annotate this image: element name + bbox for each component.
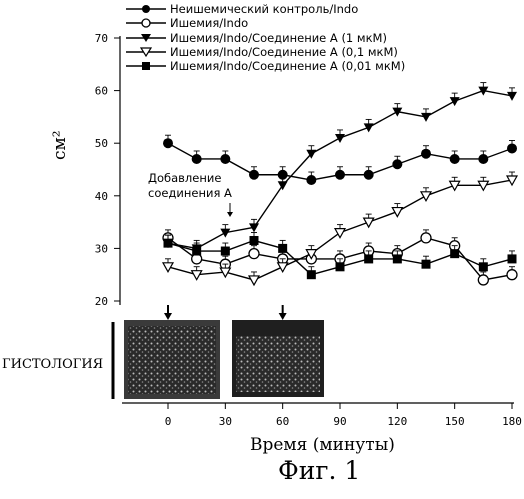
data-point (507, 270, 517, 280)
data-point (278, 244, 287, 253)
data-point (306, 175, 316, 185)
data-point (249, 170, 259, 180)
legend-label: Неишемический контроль/Indo (170, 2, 358, 16)
x-tick-label: 30 (219, 415, 232, 428)
data-point (278, 181, 288, 190)
histology-arrow-head (164, 313, 172, 320)
legend-label: Ишемия/Indo/Соединение А (0,01 мкМ) (170, 59, 405, 73)
data-point (393, 254, 402, 263)
data-point (478, 154, 488, 164)
data-point (192, 154, 202, 164)
legend-entry-4: Ишемия/Indo/Соединение А (0,1 мкМ) (124, 45, 405, 59)
data-point (335, 134, 345, 143)
y-tick-label: 50 (95, 137, 108, 150)
y-tick-label: 70 (95, 32, 108, 45)
data-point (192, 247, 201, 256)
data-point (478, 275, 488, 285)
data-point (336, 262, 345, 271)
legend-entry-3: Ишемия/Indo/Соединение А (1 мкМ) (124, 31, 405, 45)
data-point (507, 143, 517, 153)
annotation: Добавление соединения А (148, 171, 232, 201)
data-point (421, 113, 431, 122)
data-point (392, 159, 402, 169)
x-tick-label: 120 (387, 415, 407, 428)
data-point (392, 208, 402, 217)
y-tick-label: 60 (95, 85, 108, 98)
data-point (250, 236, 259, 245)
x-tick-label: 180 (502, 415, 522, 428)
data-point (364, 170, 374, 180)
data-point (479, 262, 488, 271)
data-point (163, 138, 173, 148)
y-axis-label: см² (50, 130, 70, 160)
legend-entry-5: Ишемия/Indo/Соединение А (0,01 мкМ) (124, 59, 405, 73)
histology-image-1-texture (128, 326, 216, 394)
annotation-line-1: Добавление (148, 171, 232, 186)
data-point (450, 249, 459, 258)
annotation-line-2: соединения А (148, 186, 232, 201)
legend-label: Ишемия/Indo/Соединение А (0,1 мкМ) (170, 45, 398, 59)
histology-label: ГИСТОЛОГИЯ (2, 357, 103, 372)
histology-image-2-texture (236, 336, 320, 392)
data-point (364, 254, 373, 263)
data-point (421, 233, 431, 243)
data-point (422, 260, 431, 269)
legend-label: Ишемия/Indo (170, 16, 248, 30)
legend-entry-2: Ишемия/Indo (124, 16, 405, 30)
y-tick-label: 20 (95, 295, 108, 308)
x-axis-label: Время (минуты) (250, 435, 395, 455)
x-tick-label: 0 (165, 415, 172, 428)
x-tick-label: 60 (276, 415, 289, 428)
data-point (307, 270, 316, 279)
data-point (421, 192, 431, 201)
data-point (364, 123, 374, 132)
legend-entry-1: Неишемический контроль/Indo (124, 2, 405, 16)
data-point (508, 254, 517, 263)
figure-caption: Фиг. 1 (278, 456, 360, 485)
x-tick-label: 150 (445, 415, 465, 428)
annotation-arrow-head (227, 212, 233, 217)
data-point (507, 92, 517, 101)
data-point (364, 218, 374, 227)
histology-arrow-head (279, 313, 287, 320)
data-point (278, 263, 288, 272)
legend-label: Ишемия/Indo/Соединение А (1 мкМ) (170, 31, 387, 45)
y-tick-label: 30 (95, 242, 108, 255)
data-point (335, 170, 345, 180)
x-tick-label: 90 (333, 415, 346, 428)
y-tick-label: 40 (95, 190, 108, 203)
data-point (220, 154, 230, 164)
data-point (335, 229, 345, 238)
histology-panel (113, 320, 324, 399)
data-point (450, 97, 460, 106)
data-point (221, 247, 230, 256)
data-point (249, 249, 259, 259)
data-point (450, 154, 460, 164)
data-point (192, 271, 202, 280)
data-point (164, 239, 173, 248)
data-point (249, 276, 259, 285)
data-point (220, 229, 230, 238)
legend: Неишемический контроль/Indo Ишемия/Indo … (124, 2, 405, 73)
data-point (421, 149, 431, 159)
